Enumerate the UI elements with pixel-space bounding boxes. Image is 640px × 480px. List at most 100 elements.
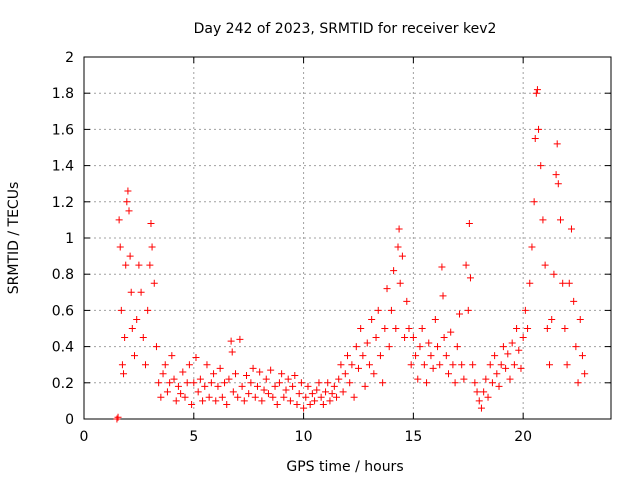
- data-point: [533, 86, 541, 94]
- data-point: [521, 306, 529, 314]
- data-point: [344, 352, 351, 360]
- data-point: [196, 375, 204, 383]
- data-point: [118, 361, 126, 369]
- data-point: [438, 263, 446, 271]
- x-tick-label: 20: [514, 429, 532, 445]
- data-point: [427, 352, 435, 360]
- y-tick-label: 0.2: [52, 376, 74, 392]
- data-point: [348, 361, 356, 369]
- data-point: [121, 334, 129, 342]
- data-point: [258, 397, 266, 405]
- data-point: [484, 393, 492, 401]
- data-point: [376, 352, 384, 360]
- data-point: [524, 325, 532, 332]
- data-point: [530, 198, 538, 206]
- data-point: [163, 388, 171, 396]
- data-point: [201, 382, 209, 390]
- data-point: [157, 393, 165, 401]
- data-point: [216, 364, 224, 372]
- data-point: [152, 343, 160, 351]
- data-point: [425, 339, 433, 347]
- data-point: [394, 243, 402, 251]
- data-point: [280, 393, 288, 401]
- data-point: [141, 361, 149, 369]
- data-point: [502, 364, 510, 372]
- data-point: [245, 390, 253, 398]
- data-point: [372, 334, 380, 342]
- data-point: [311, 397, 319, 405]
- data-point: [172, 397, 180, 405]
- data-point: [155, 379, 163, 387]
- data-point: [543, 325, 551, 332]
- data-point: [115, 216, 123, 224]
- data-point: [330, 382, 338, 390]
- data-point: [337, 361, 345, 369]
- y-tick-label: 1.2: [52, 195, 74, 211]
- data-point: [451, 379, 459, 387]
- data-point: [469, 361, 477, 369]
- chart-title: Day 242 of 2023, SRMTID for receiver kev…: [194, 21, 497, 37]
- data-point: [453, 343, 461, 351]
- data-point: [114, 413, 122, 421]
- data-point: [161, 361, 169, 369]
- data-point: [436, 361, 444, 369]
- data-point: [242, 372, 250, 380]
- data-point: [506, 375, 514, 383]
- data-point: [464, 306, 472, 314]
- data-point: [324, 379, 332, 387]
- data-point: [439, 292, 447, 300]
- data-point: [126, 252, 134, 260]
- data-point: [125, 207, 133, 215]
- data-point: [183, 379, 191, 387]
- data-point: [581, 370, 589, 378]
- data-point: [392, 325, 400, 332]
- data-point: [326, 397, 334, 405]
- y-tick-label: 2: [65, 50, 74, 66]
- data-point: [124, 187, 132, 195]
- data-point: [273, 401, 281, 409]
- data-point: [218, 393, 226, 401]
- data-point: [434, 343, 442, 351]
- data-point: [510, 361, 518, 369]
- data-point: [269, 393, 277, 401]
- data-point: [354, 364, 362, 372]
- data-point: [361, 382, 369, 390]
- data-point: [228, 348, 236, 356]
- data-point: [578, 352, 586, 360]
- data-point: [493, 370, 501, 378]
- data-point: [550, 270, 558, 278]
- data-point: [168, 352, 176, 360]
- data-point: [350, 393, 358, 401]
- x-tick-label: 0: [80, 429, 89, 445]
- data-point: [262, 375, 270, 383]
- data-point: [528, 243, 536, 251]
- data-point: [122, 261, 130, 269]
- data-point: [423, 379, 431, 387]
- data-point: [535, 125, 543, 133]
- data-point: [370, 370, 378, 378]
- data-point: [256, 368, 264, 376]
- data-point: [238, 382, 246, 390]
- data-point: [497, 361, 505, 369]
- y-tick-label: 0.6: [52, 303, 74, 319]
- data-point: [333, 393, 341, 401]
- data-point: [297, 379, 305, 387]
- data-point: [460, 375, 468, 383]
- data-point: [462, 261, 470, 269]
- data-point: [552, 171, 560, 179]
- data-point: [515, 346, 523, 354]
- data-point: [407, 361, 415, 369]
- data-point: [174, 382, 182, 390]
- data-point: [449, 361, 457, 369]
- data-point: [387, 306, 395, 314]
- data-point: [313, 386, 321, 394]
- data-point: [403, 297, 411, 305]
- data-point: [374, 306, 382, 314]
- data-point: [181, 393, 189, 401]
- data-point: [291, 372, 299, 380]
- data-point: [234, 393, 242, 401]
- x-tick-label: 5: [189, 429, 198, 445]
- data-point: [117, 306, 125, 314]
- data-point: [416, 343, 424, 351]
